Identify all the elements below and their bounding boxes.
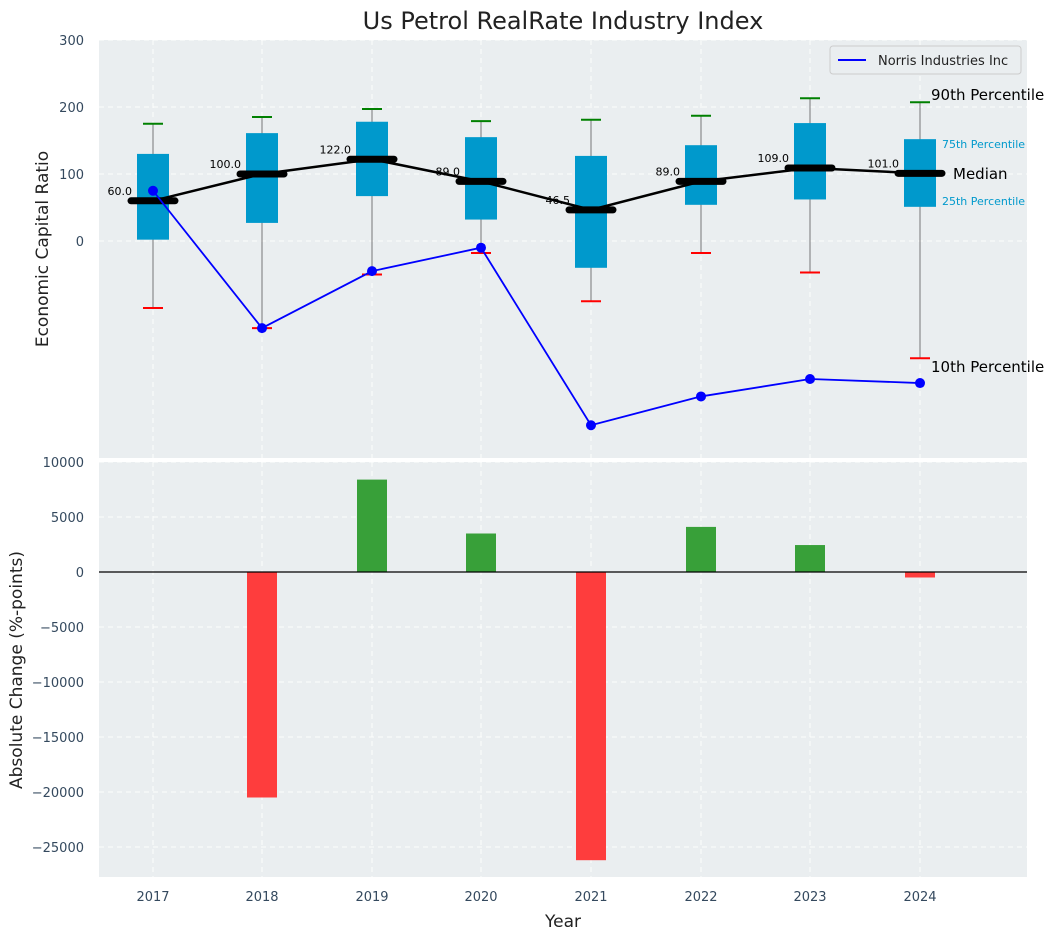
box-2023 [794, 123, 826, 200]
annotation-p25: 25th Percentile [942, 195, 1025, 208]
x-axis-label: Year [544, 912, 581, 932]
bottom-ytick-label-7: −25000 [32, 841, 84, 856]
bar-2018 [247, 572, 277, 798]
median-label-2021: 46.5 [546, 194, 571, 207]
annotation-p90: 90th Percentile [931, 86, 1044, 104]
bottom-ytick-label-3: −5000 [40, 621, 84, 636]
box-2017 [137, 153, 169, 240]
annotation-p10: 10th Percentile [931, 358, 1044, 376]
xtick-label-2020: 2020 [464, 890, 497, 905]
company-point-2024 [915, 378, 925, 389]
legend: Norris Industries Inc [829, 45, 1022, 75]
company-point-2018 [257, 323, 267, 334]
chart-title: Us Petrol RealRate Industry Index [363, 7, 764, 35]
median-label-2023: 109.0 [758, 152, 790, 165]
median-label-2019: 122.0 [320, 143, 352, 156]
bar-2023 [795, 545, 825, 572]
bar-2022 [686, 526, 716, 572]
company-point-2021 [586, 420, 596, 431]
company-point-2017 [148, 185, 158, 196]
bottom-ytick-label-6: −20000 [32, 786, 84, 801]
box-2018 [246, 133, 278, 223]
median-label-2017: 60.0 [108, 185, 133, 198]
bottom-plot-area [99, 462, 1027, 877]
top-ytick-label-0: 0 [76, 235, 84, 250]
xtick-label-2024: 2024 [903, 890, 936, 905]
bar-2024 [905, 572, 935, 578]
bottom-ytick-label-1: 5000 [51, 511, 84, 526]
xtick-label-2022: 2022 [684, 890, 717, 905]
annotation-median: Median [953, 165, 1008, 183]
top-ytick-label-2: 200 [59, 101, 84, 116]
bottom-ytick-label-2: 0 [76, 566, 84, 581]
legend-label: Norris Industries Inc [878, 54, 1008, 69]
company-point-2022 [696, 391, 706, 402]
xtick-label-2017: 2017 [136, 890, 169, 905]
top-ytick-label-3: 300 [59, 34, 84, 49]
bottom-ytick-label-5: −15000 [32, 731, 84, 746]
median-label-2018: 100.0 [210, 158, 242, 171]
bar-2019 [357, 479, 387, 572]
box-2022 [685, 145, 717, 205]
company-point-2020 [476, 242, 486, 253]
median-label-2022: 89.0 [656, 165, 681, 178]
bar-2021 [576, 572, 606, 861]
median-label-2024: 101.0 [868, 157, 900, 170]
bottom-ytick-label-0: 10000 [43, 456, 84, 471]
bottom-ytick-label-4: −10000 [32, 676, 84, 691]
company-point-2019 [367, 266, 377, 277]
median-label-2020: 89.0 [436, 165, 461, 178]
bottom-ylabel: Absolute Change (%-points) [7, 551, 27, 789]
bar-2020 [466, 533, 496, 572]
top-ytick-label-1: 100 [59, 168, 84, 183]
company-series-line [152, 190, 921, 427]
xtick-label-2019: 2019 [355, 890, 388, 905]
top-ylabel: Economic Capital Ratio [33, 151, 53, 347]
xtick-label-2023: 2023 [793, 890, 826, 905]
top-plot-area [99, 40, 1027, 458]
xtick-label-2018: 2018 [245, 890, 278, 905]
company-point-2023 [805, 374, 815, 385]
legend-box [829, 45, 1022, 75]
annotation-p75: 75th Percentile [942, 138, 1025, 151]
xtick-label-2021: 2021 [574, 890, 607, 905]
